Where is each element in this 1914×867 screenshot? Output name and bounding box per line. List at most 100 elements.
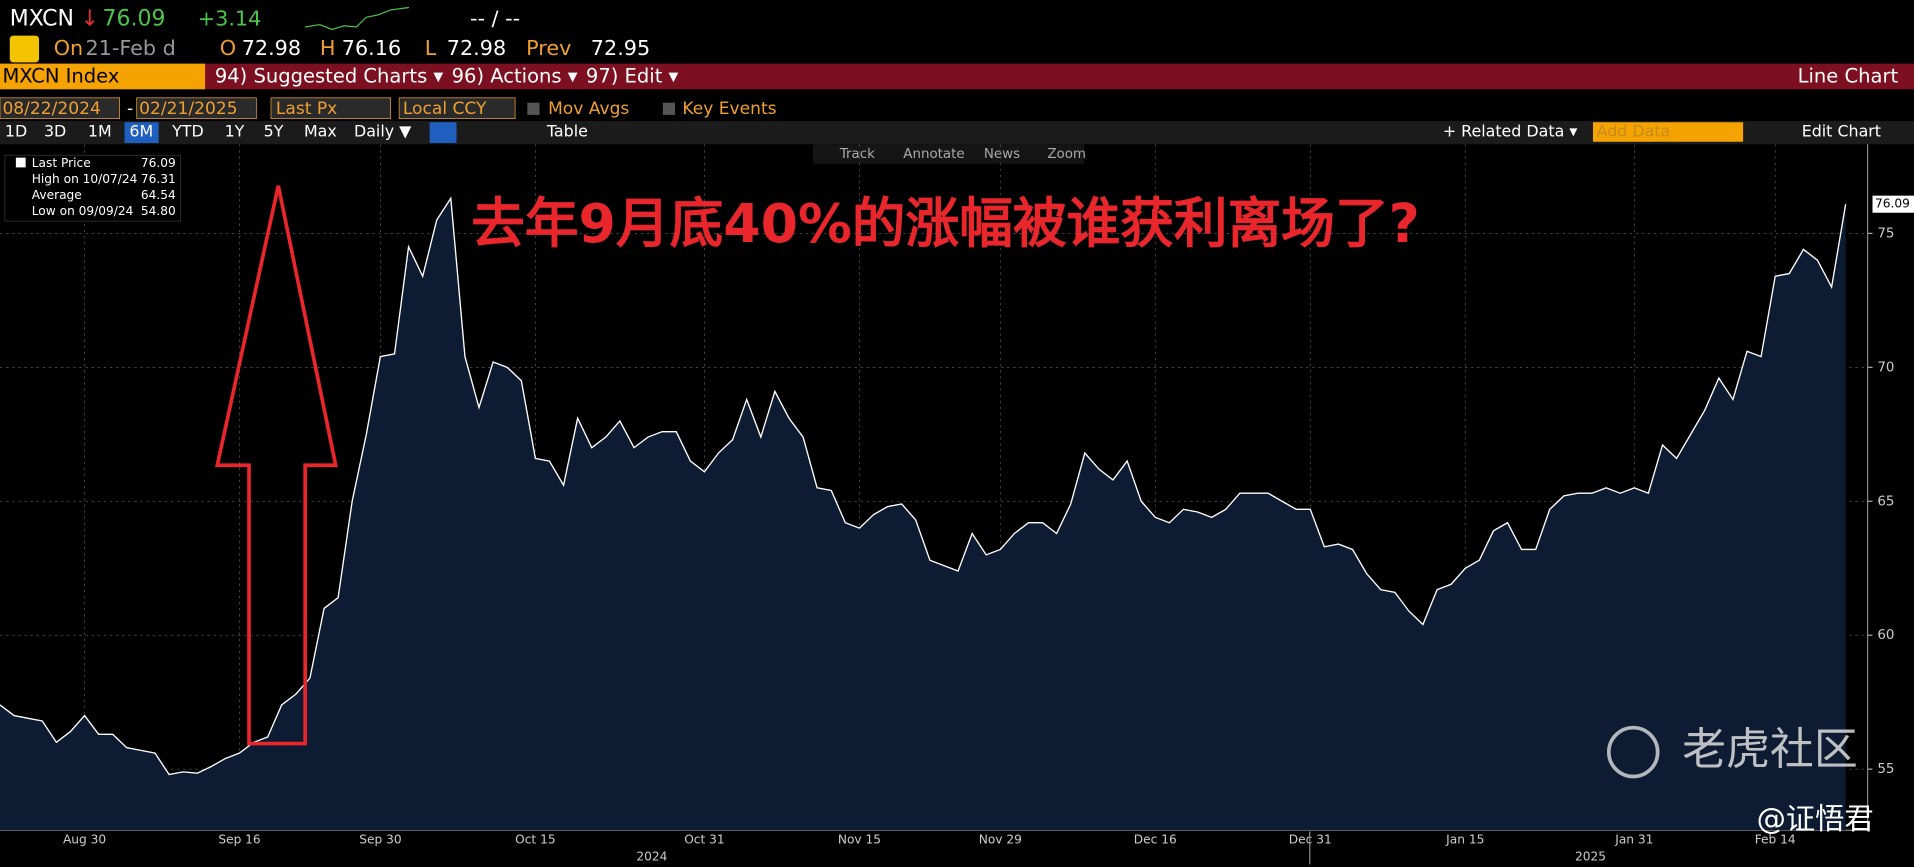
- legend-value: 76.31: [141, 172, 176, 186]
- field[interactable]: Last Px: [276, 99, 337, 119]
- prev: 72.95: [591, 36, 650, 60]
- active-period: [124, 122, 159, 143]
- line: [0, 196, 1847, 776]
- x-tick-label: Nov 29: [979, 832, 1022, 846]
- price: 76.09: [103, 7, 166, 32]
- last-price-label: 76.09: [1875, 197, 1910, 211]
- x-tick-label: Aug 30: [63, 832, 106, 846]
- security-box[interactable]: [0, 63, 206, 90]
- frequency[interactable]: Daily ▼: [354, 121, 412, 140]
- chart-tool[interactable]: Annotate: [903, 147, 964, 162]
- legend-label: Low on 09/09/24: [32, 204, 134, 218]
- end-field[interactable]: [136, 97, 257, 119]
- x-tick-label: Nov 15: [838, 832, 881, 846]
- legend-value: 76.09: [141, 156, 176, 170]
- end-date[interactable]: 02/21/2025: [139, 99, 237, 119]
- y-tick-label: 55: [1877, 762, 1894, 777]
- edit-chart[interactable]: Edit Chart: [1802, 121, 1881, 140]
- option[interactable]: Mov Avgs: [548, 99, 629, 119]
- x-tick-label: Sep 30: [359, 832, 401, 846]
- high-label: H: [320, 36, 336, 60]
- y-tick-label: 60: [1877, 628, 1894, 643]
- x-tick-label: Sep 16: [218, 832, 260, 846]
- x-tick-label: Oct 31: [684, 832, 724, 846]
- menu-bar: [0, 63, 1914, 90]
- high: 76.16: [342, 36, 401, 60]
- legend-swatch: [15, 157, 26, 168]
- ticker: MXCN: [10, 7, 74, 32]
- last-price-tag: [1872, 195, 1914, 213]
- table-button[interactable]: Table: [546, 121, 588, 140]
- x-tick-label: Feb 14: [1755, 832, 1796, 846]
- x-tick-label: Dec 16: [1134, 832, 1177, 846]
- watermark-logo: [1607, 725, 1660, 779]
- area: [0, 198, 1846, 831]
- on-label: On: [54, 36, 83, 60]
- legend-label: Last Price: [32, 156, 91, 170]
- y-tick-label: 70: [1877, 360, 1894, 375]
- chart-tool[interactable]: Zoom: [1047, 147, 1086, 162]
- add-data-box[interactable]: [1592, 122, 1744, 142]
- legend-value: 54.80: [141, 204, 176, 218]
- watermark-brand: 老虎社区: [1682, 724, 1858, 775]
- legend-stats: High on 10/07/24 76.31 Average 64.54 Low on …: [32, 172, 176, 218]
- x-tick-label: Jan 31: [1614, 832, 1653, 846]
- line-icon[interactable]: [429, 122, 457, 143]
- chart-tool[interactable]: Track: [839, 147, 875, 162]
- period-button[interactable]: YTD: [171, 121, 204, 140]
- bid-ask: -- / --: [470, 7, 520, 31]
- period-button[interactable]: 6M: [129, 121, 153, 140]
- quote-date: 21-Feb d: [85, 36, 175, 60]
- x-tick-label: Oct 15: [515, 832, 555, 846]
- period-button[interactable]: 3D: [44, 121, 66, 140]
- legend: [4, 154, 181, 222]
- currency-select[interactable]: [398, 97, 516, 119]
- year-label: 2024: [636, 850, 667, 864]
- period-button[interactable]: 5Y: [264, 121, 284, 140]
- checkbox[interactable]: [527, 102, 540, 115]
- annotation: 去年9月底40%的涨幅被谁获利离场了?: [471, 192, 1420, 255]
- date-sep: -: [127, 99, 133, 119]
- low: 72.98: [447, 36, 506, 60]
- y-tick-label: 75: [1877, 226, 1894, 241]
- legend-label: High on 10/07/24: [32, 172, 138, 186]
- period-button[interactable]: 1D: [5, 121, 27, 140]
- change: +3.14: [198, 7, 262, 31]
- start-field[interactable]: [0, 97, 120, 119]
- open: 72.98: [242, 36, 301, 60]
- add-data[interactable]: Add Data: [1597, 121, 1671, 140]
- related-data[interactable]: + Related Data ▾: [1443, 121, 1578, 140]
- down-arrow: ↓: [81, 7, 99, 32]
- menu-item[interactable]: 96) Actions ▾: [452, 65, 578, 88]
- open-label: O: [220, 36, 236, 60]
- period-buttons: 1D 3D 1M 6M YTD 1Y 5Y Max: [5, 121, 337, 143]
- plot: 55 60 65 70 75 Aug 30 Sep 16 Sep 30 Oct 15 Oct 31…: [0, 144, 1914, 865]
- checkbox[interactable]: [662, 102, 676, 115]
- security[interactable]: MXCN Index: [2, 65, 119, 88]
- menu-item[interactable]: 94) Suggested Charts ▾: [215, 65, 444, 88]
- sparkline: [305, 6, 410, 31]
- chart-tool[interactable]: News: [984, 147, 1020, 162]
- clock-icon: [9, 35, 40, 63]
- option[interactable]: Key Events: [682, 99, 776, 119]
- watermark-author: @证悟君: [1757, 802, 1874, 836]
- currency[interactable]: Local CCY: [403, 99, 487, 119]
- chart-tools: [812, 144, 1084, 164]
- low-label: L: [425, 36, 437, 60]
- toolbar: [0, 121, 1914, 145]
- menu-item[interactable]: 97) Edit ▾: [586, 65, 679, 88]
- year-label: 2025: [1575, 850, 1606, 864]
- period-button[interactable]: Max: [304, 121, 337, 140]
- prev-label: Prev: [526, 36, 571, 60]
- period-button[interactable]: 1M: [88, 121, 112, 140]
- x-tick-label: Jan 15: [1445, 832, 1484, 846]
- start-date[interactable]: 08/22/2024: [2, 99, 100, 119]
- legend-value: 64.54: [141, 188, 176, 202]
- legend-label: Average: [32, 188, 82, 202]
- field-select[interactable]: [270, 97, 391, 119]
- chart-type: Line Chart: [1798, 65, 1899, 88]
- period-button[interactable]: 1Y: [225, 121, 245, 140]
- y-tick-label: 65: [1877, 494, 1894, 509]
